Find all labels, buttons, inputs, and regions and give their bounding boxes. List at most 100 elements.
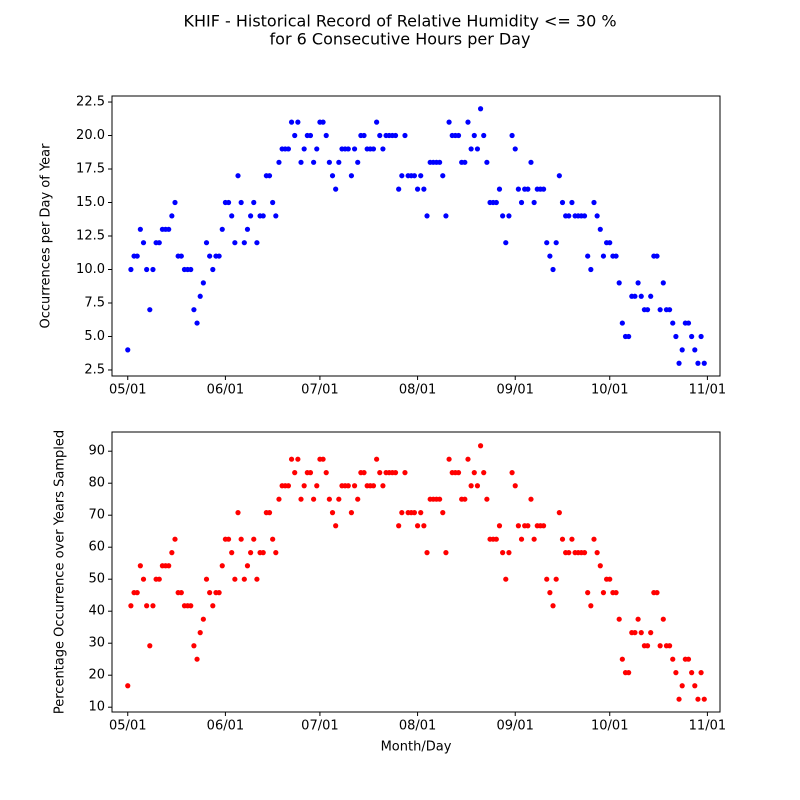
point [455,132,462,139]
y-tick-label: 20.0 [76,128,105,143]
point [701,696,707,702]
point [515,523,521,529]
point [314,483,320,489]
point [329,510,336,516]
point [225,199,232,206]
point [509,470,515,476]
point [528,159,534,165]
x-axis-label: Month/Day [381,740,452,755]
point [326,496,332,502]
point [191,643,197,649]
y-tick-label: 22.5 [76,95,105,110]
point [613,590,619,596]
point [585,590,591,596]
point [666,307,673,313]
point [254,576,260,582]
y-tick-label: 60 [88,540,105,555]
point [169,550,175,556]
point [477,443,484,449]
point [657,643,663,649]
point [298,159,304,165]
point [581,213,588,219]
point [685,320,692,326]
point [421,186,427,192]
y-tick-label: 30 [88,636,105,651]
x-tick-label: 10/01 [591,383,628,398]
point [506,213,512,219]
point [307,132,314,139]
y-tick-label: 70 [88,508,105,523]
point [414,523,421,529]
point [333,186,339,192]
point [244,563,251,569]
point [689,670,695,676]
x-tick-label: 07/01 [301,383,338,398]
point [238,199,244,206]
point [518,536,525,542]
point [588,266,594,273]
point [597,226,603,232]
point [169,213,175,219]
point [203,576,210,582]
x-tick-label: 05/01 [109,383,146,398]
x-tick-label: 10/01 [591,719,628,734]
point [172,199,178,206]
point [270,536,276,542]
point [311,496,317,502]
point [295,119,301,125]
point [676,360,682,366]
point [361,132,367,139]
point [241,576,247,582]
point [207,590,213,596]
point [134,590,140,596]
point [229,213,235,219]
point [698,670,704,676]
point [370,146,377,152]
point [266,510,273,516]
point [411,173,418,179]
point [229,550,235,556]
point [685,656,692,662]
point [626,333,632,340]
point [380,146,386,152]
point [477,106,484,112]
point [392,470,399,476]
point [336,159,342,165]
point [276,496,282,502]
point [525,186,531,192]
point [597,563,603,569]
point [232,576,238,582]
point [210,266,216,273]
y-tick-label: 80 [88,476,105,491]
point [292,132,298,139]
point [531,199,537,206]
point [273,213,279,219]
point [437,496,443,502]
y-tick-label: 2.5 [84,362,105,377]
point [585,253,591,259]
point [512,483,518,489]
point [698,333,704,340]
point [591,536,597,542]
point [295,456,301,462]
point [235,173,241,179]
point [660,616,666,622]
point [380,483,386,489]
point [374,456,380,462]
point [314,146,320,152]
axes-frame [111,95,721,377]
point [178,590,184,596]
point [613,253,619,259]
x-tick-label: 05/01 [109,719,146,734]
point [351,483,358,489]
point [544,576,550,582]
point [616,616,622,622]
point [377,470,383,476]
point [172,536,178,542]
point [323,470,329,476]
y-tick-label: 90 [88,444,105,459]
point [443,213,449,219]
point [616,280,622,286]
point [509,132,515,139]
